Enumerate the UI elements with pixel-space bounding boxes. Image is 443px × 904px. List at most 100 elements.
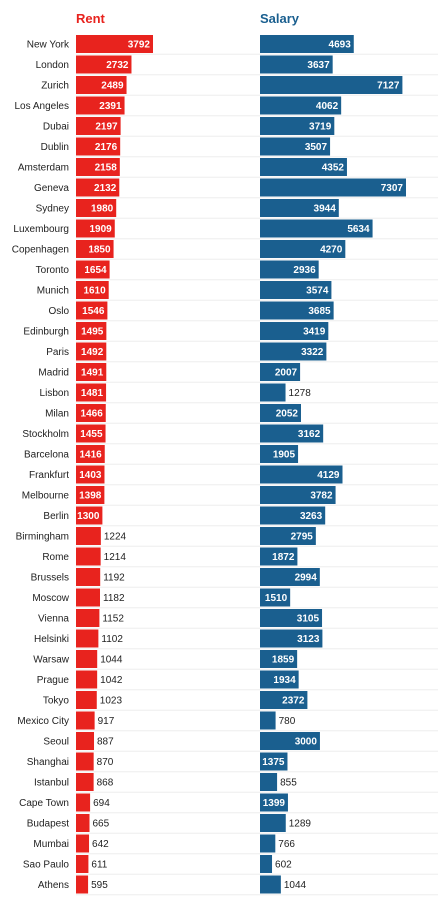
- salary-bar: [260, 691, 308, 709]
- category-label: Berlin: [43, 511, 69, 522]
- rent-bar: [76, 199, 117, 217]
- chart-row: Warsaw 1044 1859: [33, 650, 438, 670]
- chart-row: Brussels 1192 2994: [31, 568, 438, 588]
- rent-bar: [76, 691, 97, 709]
- rent-value-label: 1214: [104, 552, 127, 563]
- salary-bar: [260, 301, 334, 320]
- category-label: Mexico City: [17, 716, 69, 727]
- rent-bar: [76, 158, 120, 176]
- salary-bar: [260, 424, 324, 443]
- chart-row: Vienna 1152 3105: [38, 609, 438, 629]
- salary-bar: [260, 568, 320, 586]
- salary-bar: [260, 260, 319, 279]
- chart-row: Istanbul 868 855: [34, 773, 438, 793]
- category-label: Birmingham: [16, 532, 69, 543]
- salary-bar: [260, 793, 288, 812]
- salary-value-label: 3637: [307, 60, 330, 71]
- category-label: Barcelona: [24, 450, 69, 461]
- category-label: Geneva: [34, 183, 69, 194]
- chart-row: Sydney 1980 3944: [36, 199, 438, 219]
- category-label: Istanbul: [34, 778, 69, 789]
- chart-row: Sao Paulo 611 602: [23, 855, 438, 875]
- rent-bar: [76, 650, 98, 668]
- rent-bar: [76, 527, 101, 545]
- category-label: Shanghai: [27, 757, 69, 768]
- rent-value-label: 1481: [81, 388, 104, 399]
- rent-value-label: 1042: [100, 675, 123, 686]
- rent-value-label: 1102: [101, 634, 123, 645]
- salary-bar: [260, 240, 346, 258]
- salary-value-label: 3685: [308, 306, 331, 317]
- rent-bar: [76, 404, 106, 422]
- salary-bar: [260, 506, 326, 525]
- salary-value-label: 1399: [263, 798, 286, 809]
- rent-value-label: 1492: [81, 347, 104, 358]
- salary-bar: [260, 342, 327, 361]
- rent-value-label: 642: [92, 839, 109, 850]
- salary-value-label: 3105: [297, 614, 320, 625]
- salary-value-label: 3574: [306, 286, 329, 297]
- salary-value-label: 7307: [381, 183, 404, 194]
- rent-bar: [76, 834, 90, 853]
- category-label: Lisbon: [40, 388, 69, 399]
- category-label: Stockholm: [22, 429, 69, 440]
- rent-value-label: 1023: [100, 696, 123, 707]
- salary-bar: [260, 814, 286, 832]
- rent-value-label: 1980: [91, 204, 114, 215]
- salary-bar: [260, 875, 281, 894]
- rent-value-label: 595: [91, 880, 108, 891]
- salary-bar: [260, 732, 320, 750]
- salary-value-label: 1510: [265, 593, 288, 604]
- category-label: Helsinki: [34, 634, 69, 645]
- rent-value-label: 1491: [81, 368, 104, 379]
- category-label: London: [36, 60, 69, 71]
- salary-bar: [260, 35, 354, 53]
- category-label: Tokyo: [43, 696, 70, 707]
- salary-value-label: 1044: [284, 880, 307, 891]
- category-label: Madrid: [38, 368, 69, 379]
- salary-bar: [260, 404, 302, 422]
- chart-row: Mumbai 642 766: [33, 834, 438, 855]
- rent-value-label: 917: [98, 716, 115, 727]
- rent-bar: [76, 609, 100, 627]
- salary-bar: [260, 281, 332, 299]
- salary-value-label: 3162: [298, 429, 321, 440]
- rent-value-label: 1495: [81, 327, 104, 338]
- rent-bar: [76, 55, 132, 74]
- chart-row: Milan 1466 2052: [45, 404, 438, 424]
- salary-value-label: 855: [280, 778, 297, 789]
- rent-bar: [76, 588, 101, 607]
- rent-bar: [76, 875, 89, 894]
- salary-bar: [260, 158, 347, 176]
- chart-row: Mexico City 917 780: [17, 711, 438, 732]
- salary-value-label: 4352: [322, 163, 345, 174]
- chart-row: Prague 1042 1934: [37, 670, 438, 691]
- category-label: Luxembourg: [13, 224, 69, 235]
- chart-row: Madrid 1491 2007: [38, 363, 438, 383]
- category-label: Warsaw: [33, 655, 70, 666]
- rent-value-label: 1403: [79, 470, 102, 481]
- chart-row: Geneva 2132 7307: [34, 178, 438, 199]
- rent-bar: [76, 773, 94, 791]
- salary-bar: [260, 76, 403, 94]
- chart-row: Munich 1610 3574: [37, 281, 438, 301]
- chart-row: Copenhagen 1850 4270: [12, 240, 438, 260]
- rent-value-label: 1909: [90, 224, 113, 235]
- category-label: Sydney: [36, 204, 69, 215]
- category-label: Edinburgh: [23, 327, 69, 338]
- salary-bar: [260, 711, 276, 730]
- salary-value-label: 3322: [301, 347, 324, 358]
- category-label: Prague: [37, 675, 70, 686]
- chart-row: Toronto 1654 2936: [36, 260, 438, 281]
- salary-value-label: 780: [279, 716, 296, 727]
- salary-value-label: 1289: [289, 819, 312, 830]
- salary-bar: [260, 117, 335, 135]
- chart-row: Los Angeles 2391 4062: [15, 96, 438, 117]
- rent-bar: [76, 568, 101, 586]
- chart-row: Shanghai 870 1375: [27, 752, 438, 773]
- chart-row: Luxembourg 1909 5634: [13, 219, 438, 240]
- rent-bar: [76, 383, 107, 402]
- category-label: Amsterdam: [18, 163, 69, 174]
- salary-bar: [260, 383, 286, 402]
- category-label: Toronto: [36, 265, 70, 276]
